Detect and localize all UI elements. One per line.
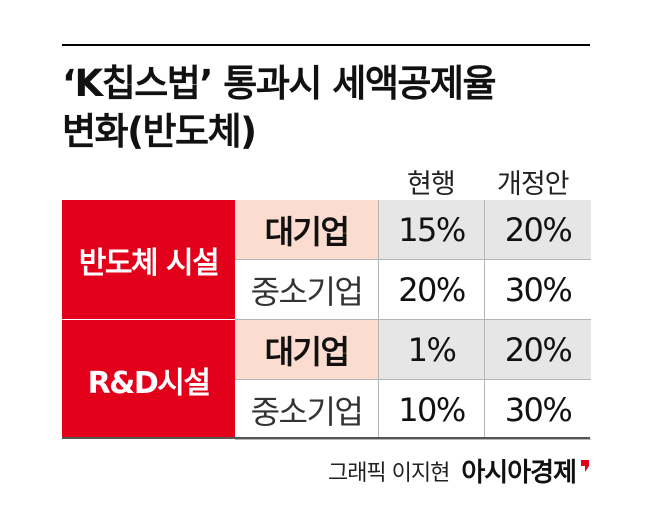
table-row: R&D시설 대기업 1% 20%	[62, 319, 591, 440]
chart-title: ‘K칩스법’ 통과시 세액공제율 변화(반도체)	[62, 60, 602, 156]
revised-rate-cell: 30%	[484, 379, 591, 440]
company-size-cell: 중소기업	[235, 379, 379, 440]
company-size-cell: 대기업	[235, 319, 379, 380]
revised-rate-cell: 20%	[484, 200, 591, 260]
top-rule	[62, 44, 590, 46]
table-row: 중소기업 20% 30%	[62, 259, 591, 320]
current-rate-cell: 15%	[378, 200, 485, 260]
company-size-cell: 대기업	[235, 200, 379, 260]
column-header-current: 현행	[407, 169, 456, 200]
table-row: 중소기업 10% 30%	[62, 379, 591, 440]
bottom-rule	[62, 437, 590, 439]
current-rate-cell: 10%	[378, 379, 485, 440]
title-line-1: ‘K칩스법’ 통과시 세액공제율	[62, 62, 497, 105]
source-credit: 그래픽 이지현 아시아경제	[328, 452, 590, 489]
brand-mark-icon	[581, 459, 589, 472]
column-header-revised: 개정안	[497, 169, 570, 200]
title-line-2: 변화(반도체)	[62, 110, 257, 153]
table-row: 반도체 시설 대기업 15% 20%	[62, 200, 591, 320]
category-semiconductor-facility: 반도체 시설	[62, 200, 235, 320]
graphic-credit: 그래픽 이지현	[327, 460, 450, 486]
category-rnd-facility: R&D시설	[62, 319, 235, 440]
company-size-cell: 중소기업	[235, 259, 379, 320]
revised-rate-cell: 20%	[484, 319, 591, 380]
current-rate-cell: 1%	[378, 319, 485, 380]
revised-rate-cell: 30%	[484, 259, 591, 320]
brand-logo: 아시아경제	[461, 458, 577, 488]
tax-credit-table: 반도체 시설 대기업 15% 20% 중소기업 20% 30% R&D시설 대기…	[62, 200, 591, 440]
current-rate-cell: 20%	[378, 259, 485, 320]
